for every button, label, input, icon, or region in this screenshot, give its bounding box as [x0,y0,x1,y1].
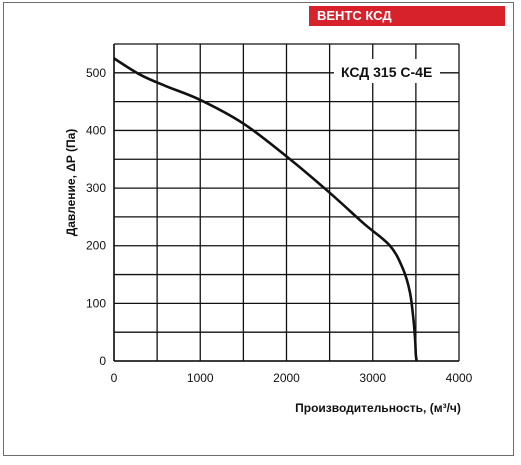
grid [113,43,460,362]
model-label-background [334,59,440,83]
y-tick-label: 100 [86,296,106,310]
tick-labels: 0 1000 2000 3000 4000 0 100 200 300 400 500 [86,66,473,385]
y-tick-label: 200 [86,239,106,253]
x-tick-label: 4000 [446,371,473,385]
x-tick-label: 0 [111,371,118,385]
brand-badge: ВЕНТС КСД [309,6,505,26]
pressure-curve-line [113,57,419,362]
x-tick-label: 1000 [187,371,214,385]
y-tick-label: 500 [86,66,106,80]
y-tick-label: 400 [86,123,106,137]
axes [113,44,459,362]
y-tick-label: 0 [99,354,106,368]
x-tick-label: 2000 [273,371,300,385]
chart-frame [3,2,514,456]
series-group [113,57,419,362]
y-tick-label: 300 [86,181,106,195]
chart-title: КСД 315 С-4Е [341,64,432,80]
x-axis-label: Производительность, (м³/ч) [295,401,461,415]
y-axis-label: Давление, ΔP (Па) [64,129,78,237]
x-tick-label: 3000 [359,371,386,385]
